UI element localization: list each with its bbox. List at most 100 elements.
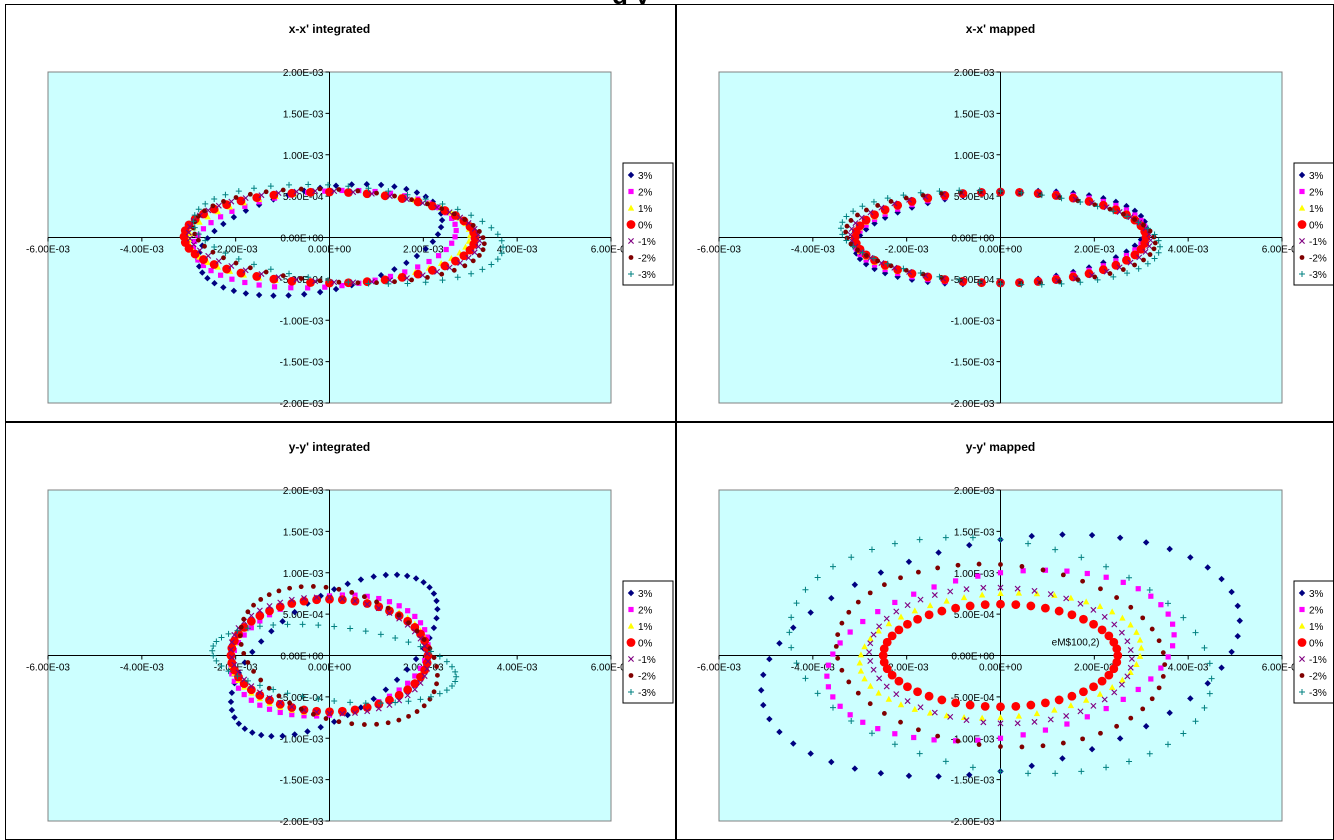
point-neg2pct [1132, 217, 1137, 222]
point-2pct [415, 264, 421, 270]
point-2pct [412, 613, 418, 620]
point-neg1pct [1077, 600, 1084, 607]
point-neg2pct [848, 241, 854, 247]
point-neg1pct [876, 675, 883, 682]
point-neg2pct [898, 719, 903, 725]
point-neg2pct [1128, 715, 1134, 721]
point-neg1pct [256, 689, 263, 696]
point-0pct [870, 210, 879, 220]
point-2pct [372, 277, 378, 283]
point-neg1pct [258, 192, 265, 199]
legend-label-1pct: 1% [638, 622, 653, 633]
point-3pct [377, 181, 385, 189]
point-3pct [1131, 207, 1139, 215]
y-tick-label: -5.00E-04 [280, 693, 324, 704]
point-neg3pct [1078, 768, 1085, 775]
point-neg2pct [848, 218, 854, 223]
point-0pct [209, 260, 219, 269]
point-neg3pct [427, 648, 434, 655]
point-0pct [337, 595, 347, 605]
point-2pct [860, 618, 866, 625]
point-0pct [1111, 260, 1121, 270]
point-neg3pct [345, 279, 352, 286]
point-2pct [453, 227, 459, 234]
point-3pct [279, 732, 286, 740]
point-neg3pct [270, 622, 277, 629]
point-neg2pct [251, 602, 256, 608]
point-neg1pct [326, 594, 333, 601]
point-neg2pct [1019, 564, 1025, 569]
point-neg3pct [1155, 249, 1162, 256]
point-neg3pct [222, 191, 229, 198]
point-neg3pct [1052, 770, 1059, 777]
point-neg2pct [317, 278, 323, 284]
point-2pct [837, 703, 843, 709]
point-3pct [230, 287, 238, 295]
legend-label-2pct: 2% [638, 188, 653, 199]
legend-marker-2pct [628, 606, 634, 613]
chart-panel-x-integrated: x-x' integrated -6.00E-03 -4.00E-03 -2.00E-… [5, 4, 676, 422]
point-neg2pct [396, 612, 402, 618]
point-neg2pct [1149, 696, 1155, 702]
point-neg3pct [1206, 690, 1213, 697]
point-neg2pct [1140, 706, 1146, 712]
point-neg2pct [247, 191, 253, 197]
point-neg2pct [263, 189, 269, 195]
point-2pct [405, 680, 411, 686]
point-neg3pct [251, 185, 258, 192]
point-neg3pct [267, 266, 274, 273]
point-neg3pct [191, 212, 198, 219]
point-0pct [1067, 610, 1077, 620]
point-neg1pct [196, 247, 203, 254]
point-neg3pct [286, 181, 293, 188]
point-neg1pct [227, 646, 234, 653]
point-3pct [877, 770, 885, 777]
point-neg3pct [385, 188, 392, 195]
point-neg2pct [435, 672, 440, 678]
point-2pct [875, 726, 881, 732]
point-neg2pct [935, 733, 941, 739]
point-neg3pct [452, 668, 459, 675]
point-2pct [911, 734, 917, 741]
y-tick-label: -1.00E-03 [951, 316, 995, 327]
point-2pct [1042, 567, 1049, 573]
point-neg3pct [213, 638, 220, 645]
point-neg3pct [976, 187, 983, 194]
point-2pct [200, 226, 207, 232]
point-neg3pct [843, 237, 850, 244]
point-neg3pct [385, 280, 392, 287]
point-0pct [344, 188, 353, 197]
x-tick-label: -6.00E-03 [697, 245, 741, 256]
point-2pct [952, 738, 959, 744]
point-neg3pct [211, 243, 218, 250]
point-3pct [317, 723, 324, 731]
point-neg2pct [251, 669, 256, 674]
point-neg2pct [266, 592, 272, 598]
point-neg3pct [969, 534, 976, 541]
point-neg3pct [1124, 270, 1131, 277]
point-neg1pct [419, 272, 426, 279]
point-0pct [1011, 701, 1021, 711]
point-2pct [271, 284, 278, 290]
point-3pct [316, 288, 324, 296]
point-2pct [931, 584, 937, 590]
point-neg3pct [256, 682, 263, 689]
point-neg2pct [1147, 252, 1153, 257]
point-neg1pct [266, 694, 273, 701]
point-neg2pct [1141, 222, 1146, 228]
point-neg2pct [385, 605, 391, 611]
point-neg1pct [350, 279, 357, 286]
point-neg3pct [900, 192, 907, 199]
point-neg1pct [277, 699, 284, 706]
point-neg2pct [833, 643, 839, 649]
point-2pct [256, 199, 262, 205]
point-neg3pct [997, 768, 1004, 775]
point-neg3pct [848, 718, 855, 725]
chart-panel-y-integrated: y-y' integrated -6.00E-03 -4.00E-03 -2.00E-… [5, 422, 676, 840]
point-neg1pct [1031, 718, 1038, 725]
point-0pct [882, 664, 892, 674]
point-neg3pct [234, 627, 241, 634]
point-neg3pct [365, 280, 372, 287]
page-title-strip: g y [0, 0, 1334, 4]
x-tick-label: -4.00E-03 [791, 245, 835, 256]
